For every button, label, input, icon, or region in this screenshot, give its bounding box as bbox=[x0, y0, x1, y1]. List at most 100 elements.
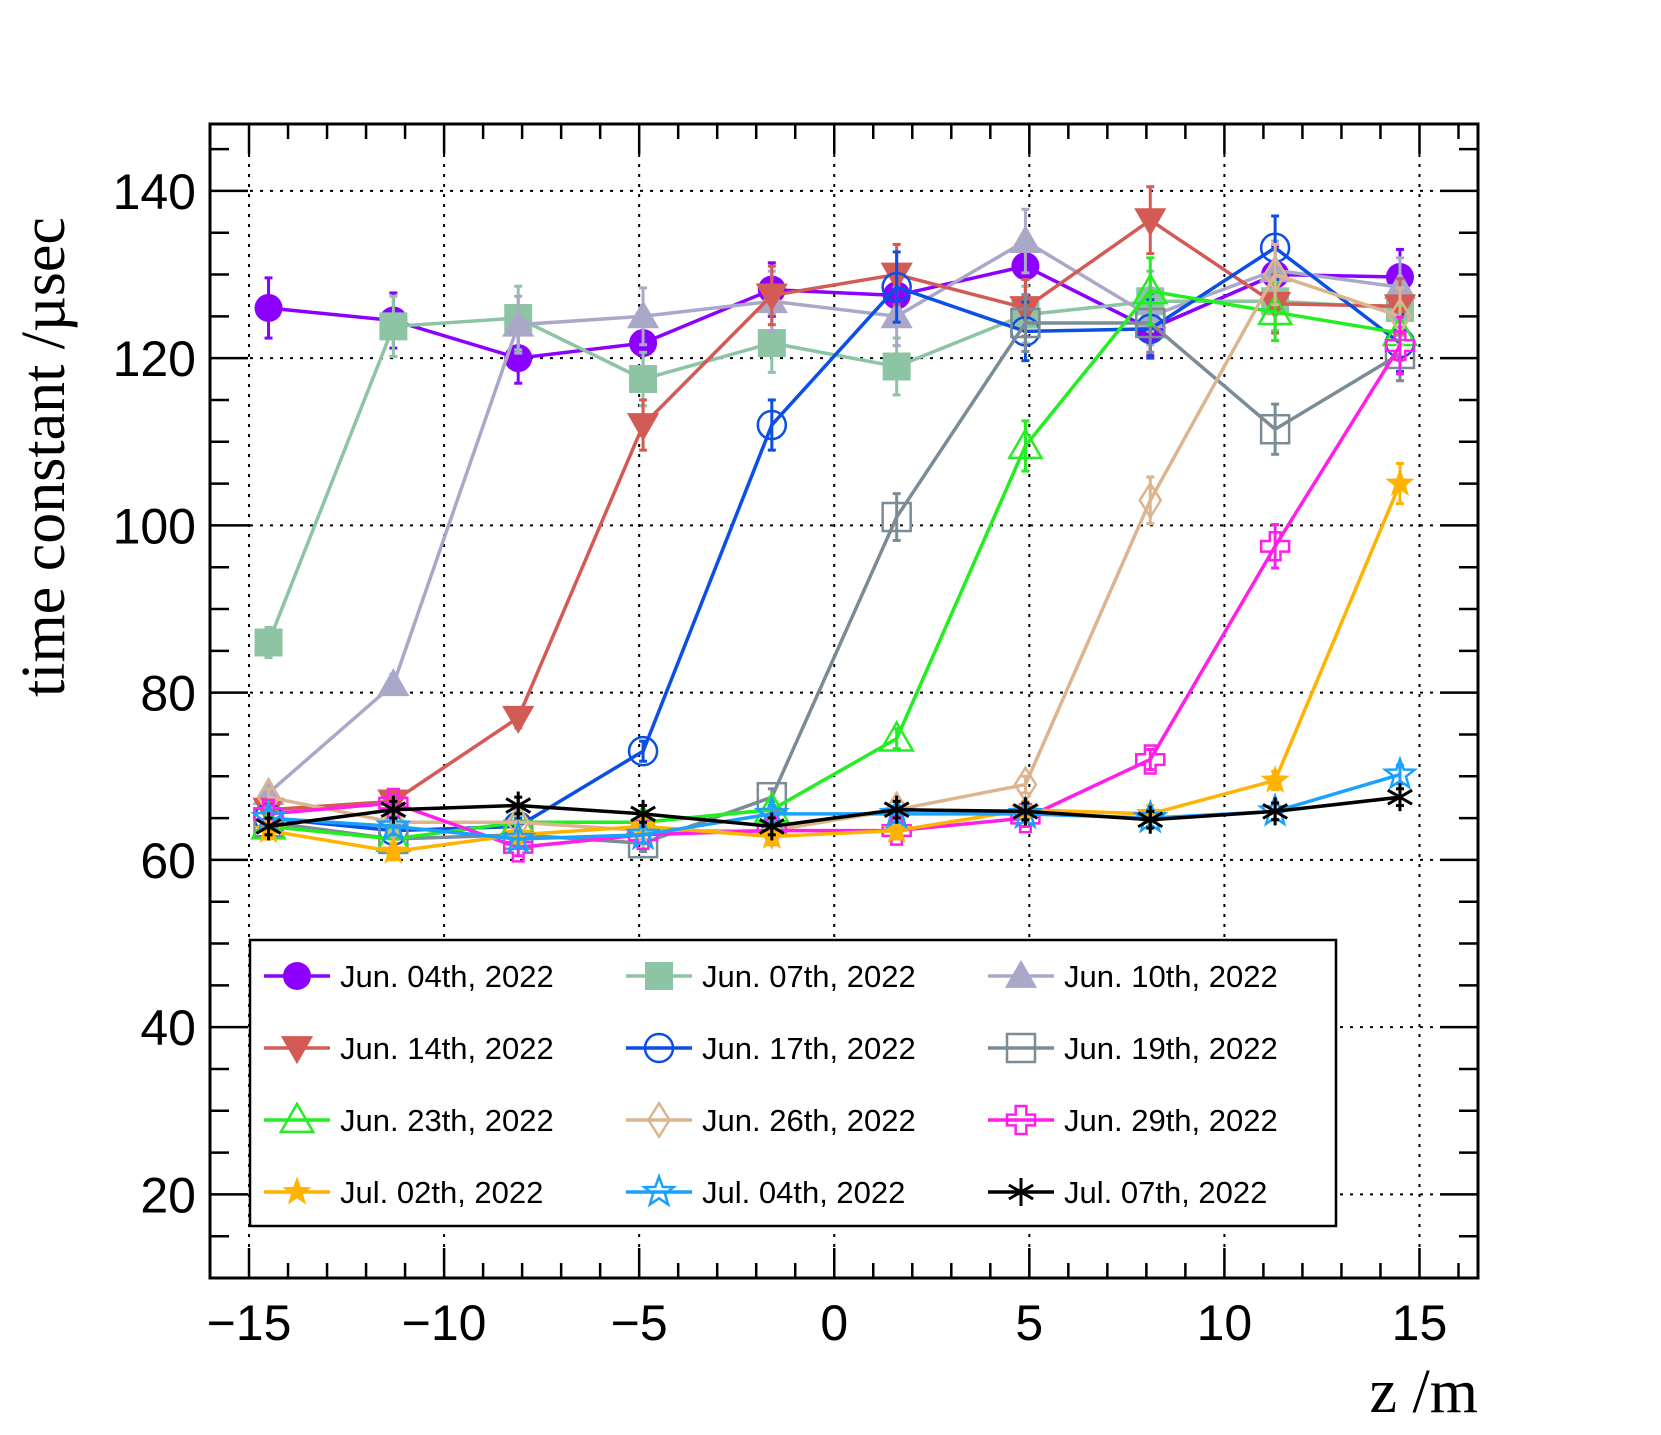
asterisk-stroke bbox=[1387, 788, 1413, 806]
legend-label: Jul. 04th, 2022 bbox=[702, 1175, 905, 1210]
asterisk-stroke bbox=[380, 801, 407, 819]
series-group bbox=[250, 185, 1419, 864]
y-tick-label: 100 bbox=[113, 498, 196, 554]
data-point bbox=[255, 812, 282, 841]
data-point bbox=[755, 283, 788, 312]
legend-label: Jun. 04th, 2022 bbox=[340, 959, 554, 994]
legend-box bbox=[248, 938, 1338, 1228]
legend-label: Jun. 14th, 2022 bbox=[340, 1031, 554, 1066]
data-point bbox=[1138, 481, 1163, 520]
asterisk-stroke bbox=[1008, 1183, 1034, 1201]
x-tick-label: −5 bbox=[611, 1295, 668, 1351]
data-point bbox=[1260, 765, 1290, 793]
legend: Jun. 04th, 2022 Jun. 07th, 2022 Jun. 10th,… bbox=[248, 938, 1338, 1228]
y-axis-title: time constant /µsec bbox=[10, 217, 78, 697]
series-line bbox=[268, 321, 1401, 845]
series-line bbox=[268, 245, 1402, 833]
series-12 bbox=[255, 783, 1413, 841]
legend-marker bbox=[278, 1101, 316, 1134]
series-10 bbox=[253, 462, 1415, 864]
legend-item: Jun. 17th, 2022 bbox=[626, 1031, 916, 1066]
data-point bbox=[378, 836, 408, 864]
legend-item: Jun. 26th, 2022 bbox=[626, 1100, 916, 1140]
data-point bbox=[1381, 755, 1419, 790]
data-point bbox=[505, 791, 532, 820]
x-tick-label: 0 bbox=[820, 1295, 848, 1351]
data-point bbox=[883, 795, 910, 824]
data-point bbox=[1384, 330, 1416, 361]
series-line bbox=[268, 795, 1401, 829]
y-tick-label: 40 bbox=[140, 1000, 196, 1056]
legend-marker bbox=[282, 1176, 312, 1205]
asterisk-stroke bbox=[255, 818, 282, 835]
legend-item: Jun. 19th, 2022 bbox=[988, 1031, 1278, 1066]
data-point bbox=[626, 300, 660, 329]
legend-label: Jun. 23th, 2022 bbox=[340, 1103, 554, 1138]
x-tick-label: −15 bbox=[207, 1295, 292, 1351]
legend-marker bbox=[1008, 1178, 1034, 1206]
asterisk-stroke bbox=[630, 805, 656, 823]
data-point bbox=[1387, 783, 1413, 812]
data-point bbox=[881, 271, 912, 303]
legend-marker bbox=[647, 1100, 671, 1140]
data-point bbox=[1262, 797, 1288, 826]
legend-item: Jun. 23th, 2022 bbox=[264, 1101, 554, 1138]
data-point bbox=[882, 352, 911, 381]
x-tick-label: −10 bbox=[402, 1295, 487, 1351]
y-tick-label: 60 bbox=[140, 833, 196, 889]
data-point bbox=[627, 735, 659, 767]
data-point bbox=[757, 329, 786, 358]
y-tick-label: 140 bbox=[113, 164, 196, 220]
data-point bbox=[502, 705, 535, 734]
data-point bbox=[1009, 224, 1042, 253]
data-point bbox=[254, 293, 283, 322]
y-tick-label: 120 bbox=[113, 331, 196, 387]
x-tick-label: 10 bbox=[1197, 1295, 1253, 1351]
legend-item: Jun. 14th, 2022 bbox=[264, 1031, 554, 1066]
asterisk-stroke bbox=[1262, 803, 1288, 820]
x-tick-label: 15 bbox=[1392, 1295, 1448, 1351]
legend-item: Jul. 04th, 2022 bbox=[626, 1172, 905, 1210]
data-point bbox=[375, 807, 412, 842]
legend-label: Jun. 29th, 2022 bbox=[1064, 1103, 1278, 1138]
data-point bbox=[254, 628, 283, 657]
asterisk-stroke bbox=[1012, 803, 1039, 820]
plot-border bbox=[208, 122, 1480, 1280]
legend-label: Jun. 07th, 2022 bbox=[702, 959, 916, 994]
data-point bbox=[1010, 307, 1041, 339]
data-point bbox=[881, 501, 912, 533]
y-tick-label: 80 bbox=[140, 666, 196, 722]
legend-marker bbox=[1005, 1032, 1037, 1064]
legend-item: Jun. 07th, 2022 bbox=[626, 959, 916, 994]
asterisk-stroke bbox=[758, 818, 785, 835]
legend-marker bbox=[280, 1036, 314, 1065]
data-point bbox=[1385, 468, 1415, 496]
data-point bbox=[502, 308, 535, 337]
legend-marker bbox=[283, 962, 311, 990]
legend-label: Jun. 26th, 2022 bbox=[702, 1103, 916, 1138]
data-point bbox=[1135, 744, 1166, 775]
axis-labels: z /m time constant /µsec bbox=[10, 217, 1478, 1426]
legend-marker bbox=[643, 1032, 675, 1064]
data-point bbox=[624, 815, 662, 851]
data-point bbox=[377, 668, 410, 697]
data-point bbox=[379, 312, 408, 341]
legend-marker bbox=[640, 1172, 678, 1208]
legend-label: Jul. 02th, 2022 bbox=[340, 1175, 543, 1210]
series-line bbox=[268, 272, 1401, 833]
data-point bbox=[1134, 208, 1167, 237]
x-axis-title: z /m bbox=[1370, 1358, 1478, 1426]
legend-item: Jul. 07th, 2022 bbox=[988, 1175, 1267, 1210]
data-point bbox=[630, 799, 656, 828]
data-point bbox=[1256, 293, 1294, 326]
asterisk-stroke bbox=[1137, 811, 1164, 829]
series-line bbox=[268, 482, 1402, 854]
legend-label: Jun. 19th, 2022 bbox=[1064, 1031, 1278, 1066]
series-line bbox=[268, 289, 1401, 841]
data-point bbox=[500, 819, 537, 855]
legend-item: Jun. 29th, 2022 bbox=[988, 1103, 1278, 1138]
data-point bbox=[629, 365, 658, 394]
data-point bbox=[1263, 255, 1288, 294]
data-point bbox=[1259, 413, 1291, 445]
